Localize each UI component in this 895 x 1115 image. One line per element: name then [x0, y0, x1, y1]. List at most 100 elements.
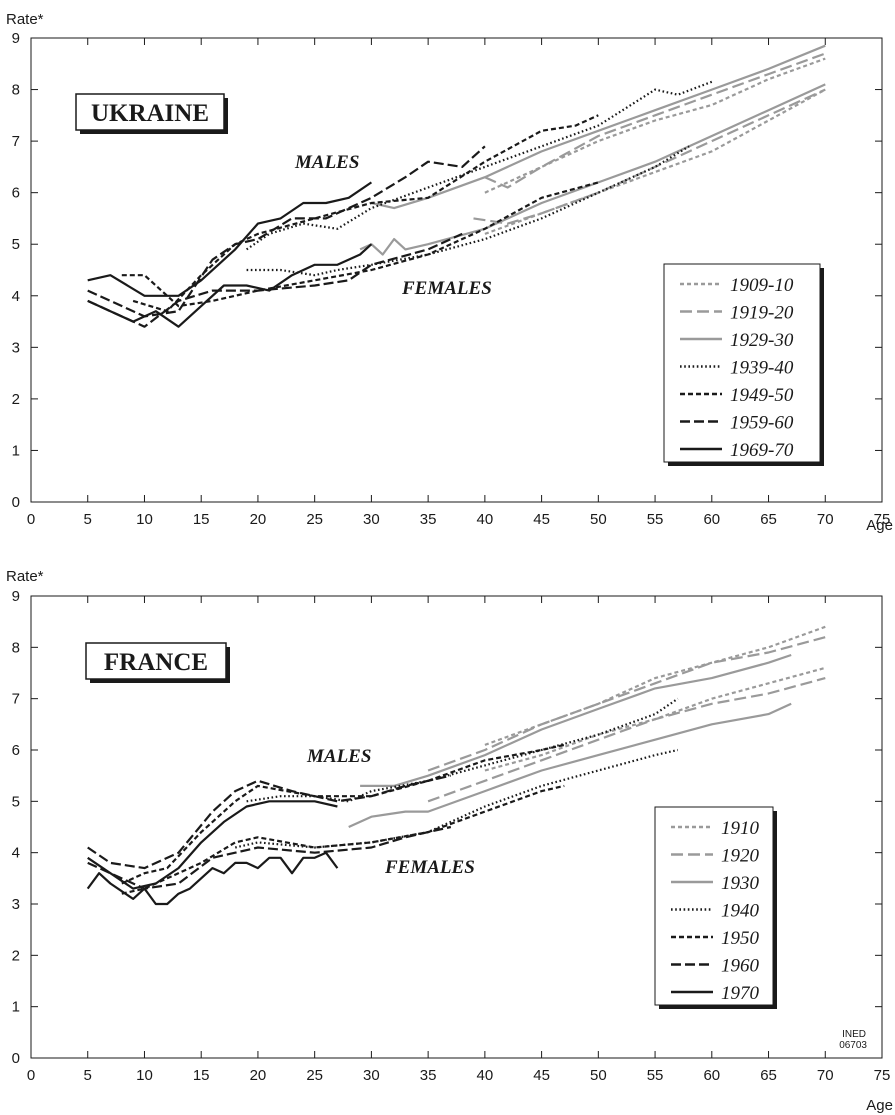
ukraine-x-axis-label: Age	[866, 517, 893, 534]
watermark-line1: INED	[842, 1029, 866, 1040]
france-chart-title: FRANCE	[104, 649, 208, 676]
france-legend-label-1930: 1930	[721, 873, 760, 894]
ukraine-y-tick-label: 1	[12, 442, 20, 459]
ukraine-series-1929-30-males	[371, 44, 826, 210]
ukraine-legend-label-1929-30: 1929-30	[730, 330, 794, 351]
ukraine-x-tick-label: 25	[306, 511, 323, 528]
ukraine-x-tick-label: 0	[27, 511, 35, 528]
france-y-tick-label: 5	[12, 793, 20, 810]
ukraine-x-tick-label: 30	[363, 511, 380, 528]
france-legend-label-1960: 1960	[721, 956, 760, 977]
ukraine-y-tick-label: 8	[12, 82, 20, 99]
ukraine-series-1929-30-females	[359, 83, 826, 256]
ukraine-x-tick-label: 55	[647, 511, 664, 528]
ukraine-chart: Rate* Age 0 5 10 15 20 25 30 35 40 45 50 55 60 65 70 75…	[6, 11, 893, 534]
ukraine-legend-label-1909-10: 1909-10	[730, 275, 794, 296]
france-x-tick-label: 30	[363, 1067, 380, 1084]
france-legend-label-1910: 1910	[721, 818, 760, 839]
france-series-1960-females	[87, 825, 452, 890]
france-series-1910-males	[484, 625, 826, 746]
ukraine-legend	[663, 263, 821, 463]
ukraine-y-tick-label: 9	[12, 30, 20, 47]
france-legend	[654, 806, 774, 1006]
ukraine-x-tick-label: 10	[136, 511, 153, 528]
france-x-tick-label: 35	[420, 1067, 437, 1084]
france-x-tick-label: 65	[760, 1067, 777, 1084]
france-series-1970-females	[86, 851, 339, 906]
france-series-1930-females	[348, 702, 792, 829]
france-title-box	[85, 642, 227, 680]
ukraine-series-1969-70-females	[87, 243, 373, 328]
ukraine-y-tick-label: 0	[12, 494, 20, 511]
france-males-label: MALES	[306, 746, 371, 767]
france-x-tick-label: 75	[874, 1067, 891, 1084]
watermark-line2: 06703	[839, 1040, 867, 1051]
ukraine-males-label: MALES	[294, 152, 359, 173]
france-x-axis-label: Age	[866, 1097, 893, 1114]
france-legend-label-1950: 1950	[721, 928, 760, 949]
france-series-1960-males	[87, 774, 452, 870]
ukraine-series-1959-60-males	[87, 145, 486, 318]
france-y-tick-label: 3	[12, 896, 20, 913]
france-x-tick-label: 50	[590, 1067, 607, 1084]
ukraine-x-tick-label: 15	[193, 511, 210, 528]
ukraine-legend-label-1949-50: 1949-50	[730, 385, 794, 406]
ukraine-legend-label-1919-20: 1919-20	[730, 303, 794, 324]
france-y-tick-label: 1	[12, 999, 20, 1016]
ukraine-y-tick-label: 7	[12, 133, 20, 150]
ukraine-females-label: FEMALES	[401, 278, 492, 299]
ukraine-series-1939-40-males	[245, 80, 713, 251]
france-series-1930-males	[360, 653, 792, 788]
france-y-tick-label: 6	[12, 742, 20, 759]
ukraine-x-tick-label: 35	[420, 511, 437, 528]
ukraine-series-1919-20-females	[473, 88, 826, 225]
france-series-1950-males	[121, 743, 565, 885]
france-x-tick-label: 10	[136, 1067, 153, 1084]
france-y-tick-label: 0	[12, 1050, 20, 1067]
france-legend-label-1940: 1940	[721, 901, 760, 922]
france-series-1950-females	[121, 784, 565, 895]
ukraine-x-tick-label: 50	[590, 511, 607, 528]
ukraine-series-1919-20-males	[484, 52, 826, 189]
france-series-1920-males	[427, 636, 826, 772]
france-x-tick-label: 0	[27, 1067, 35, 1084]
france-legend-label-1920: 1920	[721, 846, 760, 867]
france-y-axis-label: Rate*	[6, 568, 44, 585]
ukraine-x-tick-label: 5	[84, 511, 92, 528]
ukraine-legend-label-1959-60: 1959-60	[730, 413, 794, 434]
ukraine-chart-title: UKRAINE	[91, 100, 209, 127]
ukraine-series-1949-50-females	[121, 181, 599, 308]
france-chart: Rate* Age INED 06703 0 5 10 15 20 25 30 35 40 45 5…	[6, 568, 893, 1114]
france-y-tick-label: 8	[12, 639, 20, 656]
ukraine-x-tick-label: 70	[817, 511, 834, 528]
ukraine-y-tick-label: 6	[12, 185, 20, 202]
ukraine-series-1909-10-males	[484, 57, 826, 194]
france-legend-label-1970: 1970	[721, 983, 760, 1004]
france-x-tick-label: 5	[84, 1067, 92, 1084]
ukraine-title-box	[75, 93, 225, 131]
ukraine-x-tick-label: 20	[250, 511, 267, 528]
france-series-1940-females	[234, 748, 679, 849]
france-series-1970-males	[87, 800, 338, 890]
ukraine-plot-frame	[30, 37, 883, 503]
ukraine-x-tick-label: 75	[874, 511, 891, 528]
ukraine-y-tick-label: 5	[12, 236, 20, 253]
ukraine-x-tick-label: 40	[477, 511, 494, 528]
ukraine-series-1969-70-males	[87, 181, 373, 297]
france-x-tick-label: 40	[477, 1067, 494, 1084]
ukraine-y-axis-label: Rate*	[6, 11, 44, 28]
france-y-tick-label: 7	[12, 691, 20, 708]
ukraine-series-1949-50-males	[132, 114, 599, 313]
ukraine-x-tick-label: 65	[760, 511, 777, 528]
ukraine-x-tick-label: 60	[703, 511, 720, 528]
ukraine-legend-label-1939-40: 1939-40	[730, 358, 794, 379]
france-y-tick-label: 9	[12, 588, 20, 605]
ukraine-y-tick-label: 4	[12, 288, 20, 305]
france-x-tick-label: 60	[703, 1067, 720, 1084]
france-x-tick-label: 70	[817, 1067, 834, 1084]
france-x-tick-label: 15	[193, 1067, 210, 1084]
ukraine-legend-label-1969-70: 1969-70	[730, 440, 794, 461]
france-x-tick-label: 25	[306, 1067, 323, 1084]
france-y-tick-label: 2	[12, 947, 20, 964]
